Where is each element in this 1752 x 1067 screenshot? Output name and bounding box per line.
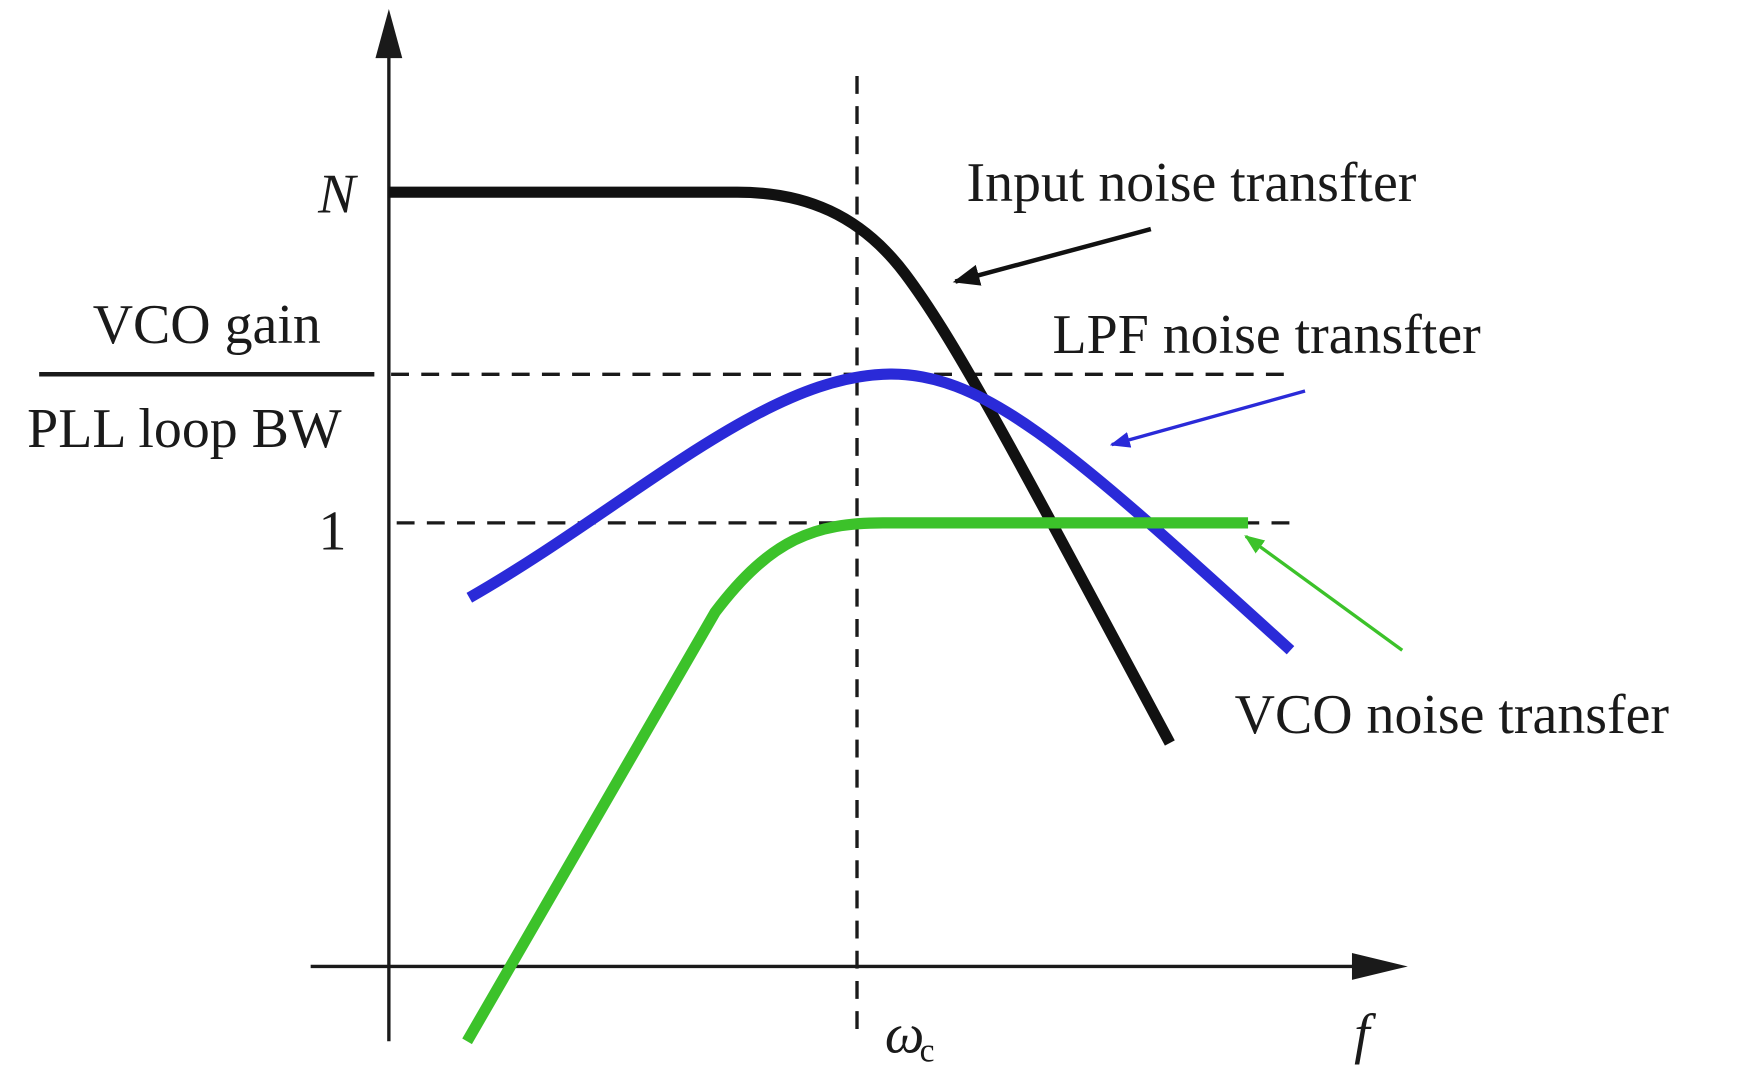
input-noise-curve xyxy=(388,186,1175,746)
x-axis-arrow xyxy=(1351,953,1408,980)
input-pointer xyxy=(952,226,1152,286)
gain-label: VCO gain xyxy=(93,294,321,356)
vco-noise-curve xyxy=(462,517,1249,1045)
y-axis-arrow xyxy=(375,8,403,59)
lpf-pointer xyxy=(1109,389,1306,448)
vco-curve-label: VCO noise transfer xyxy=(1235,684,1670,746)
n-label: N xyxy=(317,163,358,225)
vco-pointer xyxy=(1244,534,1404,652)
one-label: 1 xyxy=(318,501,346,563)
bw-label: PLL loop BW xyxy=(27,398,342,460)
omega-label: ω xyxy=(885,1003,924,1065)
lpf-noise-curve xyxy=(466,368,1295,655)
input-curve-label: Input noise transfter xyxy=(966,152,1416,214)
f-label: f xyxy=(1354,1003,1376,1065)
lpf-curve-label: LPF noise transfter xyxy=(1053,304,1482,366)
omega-subscript: c xyxy=(920,1032,935,1067)
